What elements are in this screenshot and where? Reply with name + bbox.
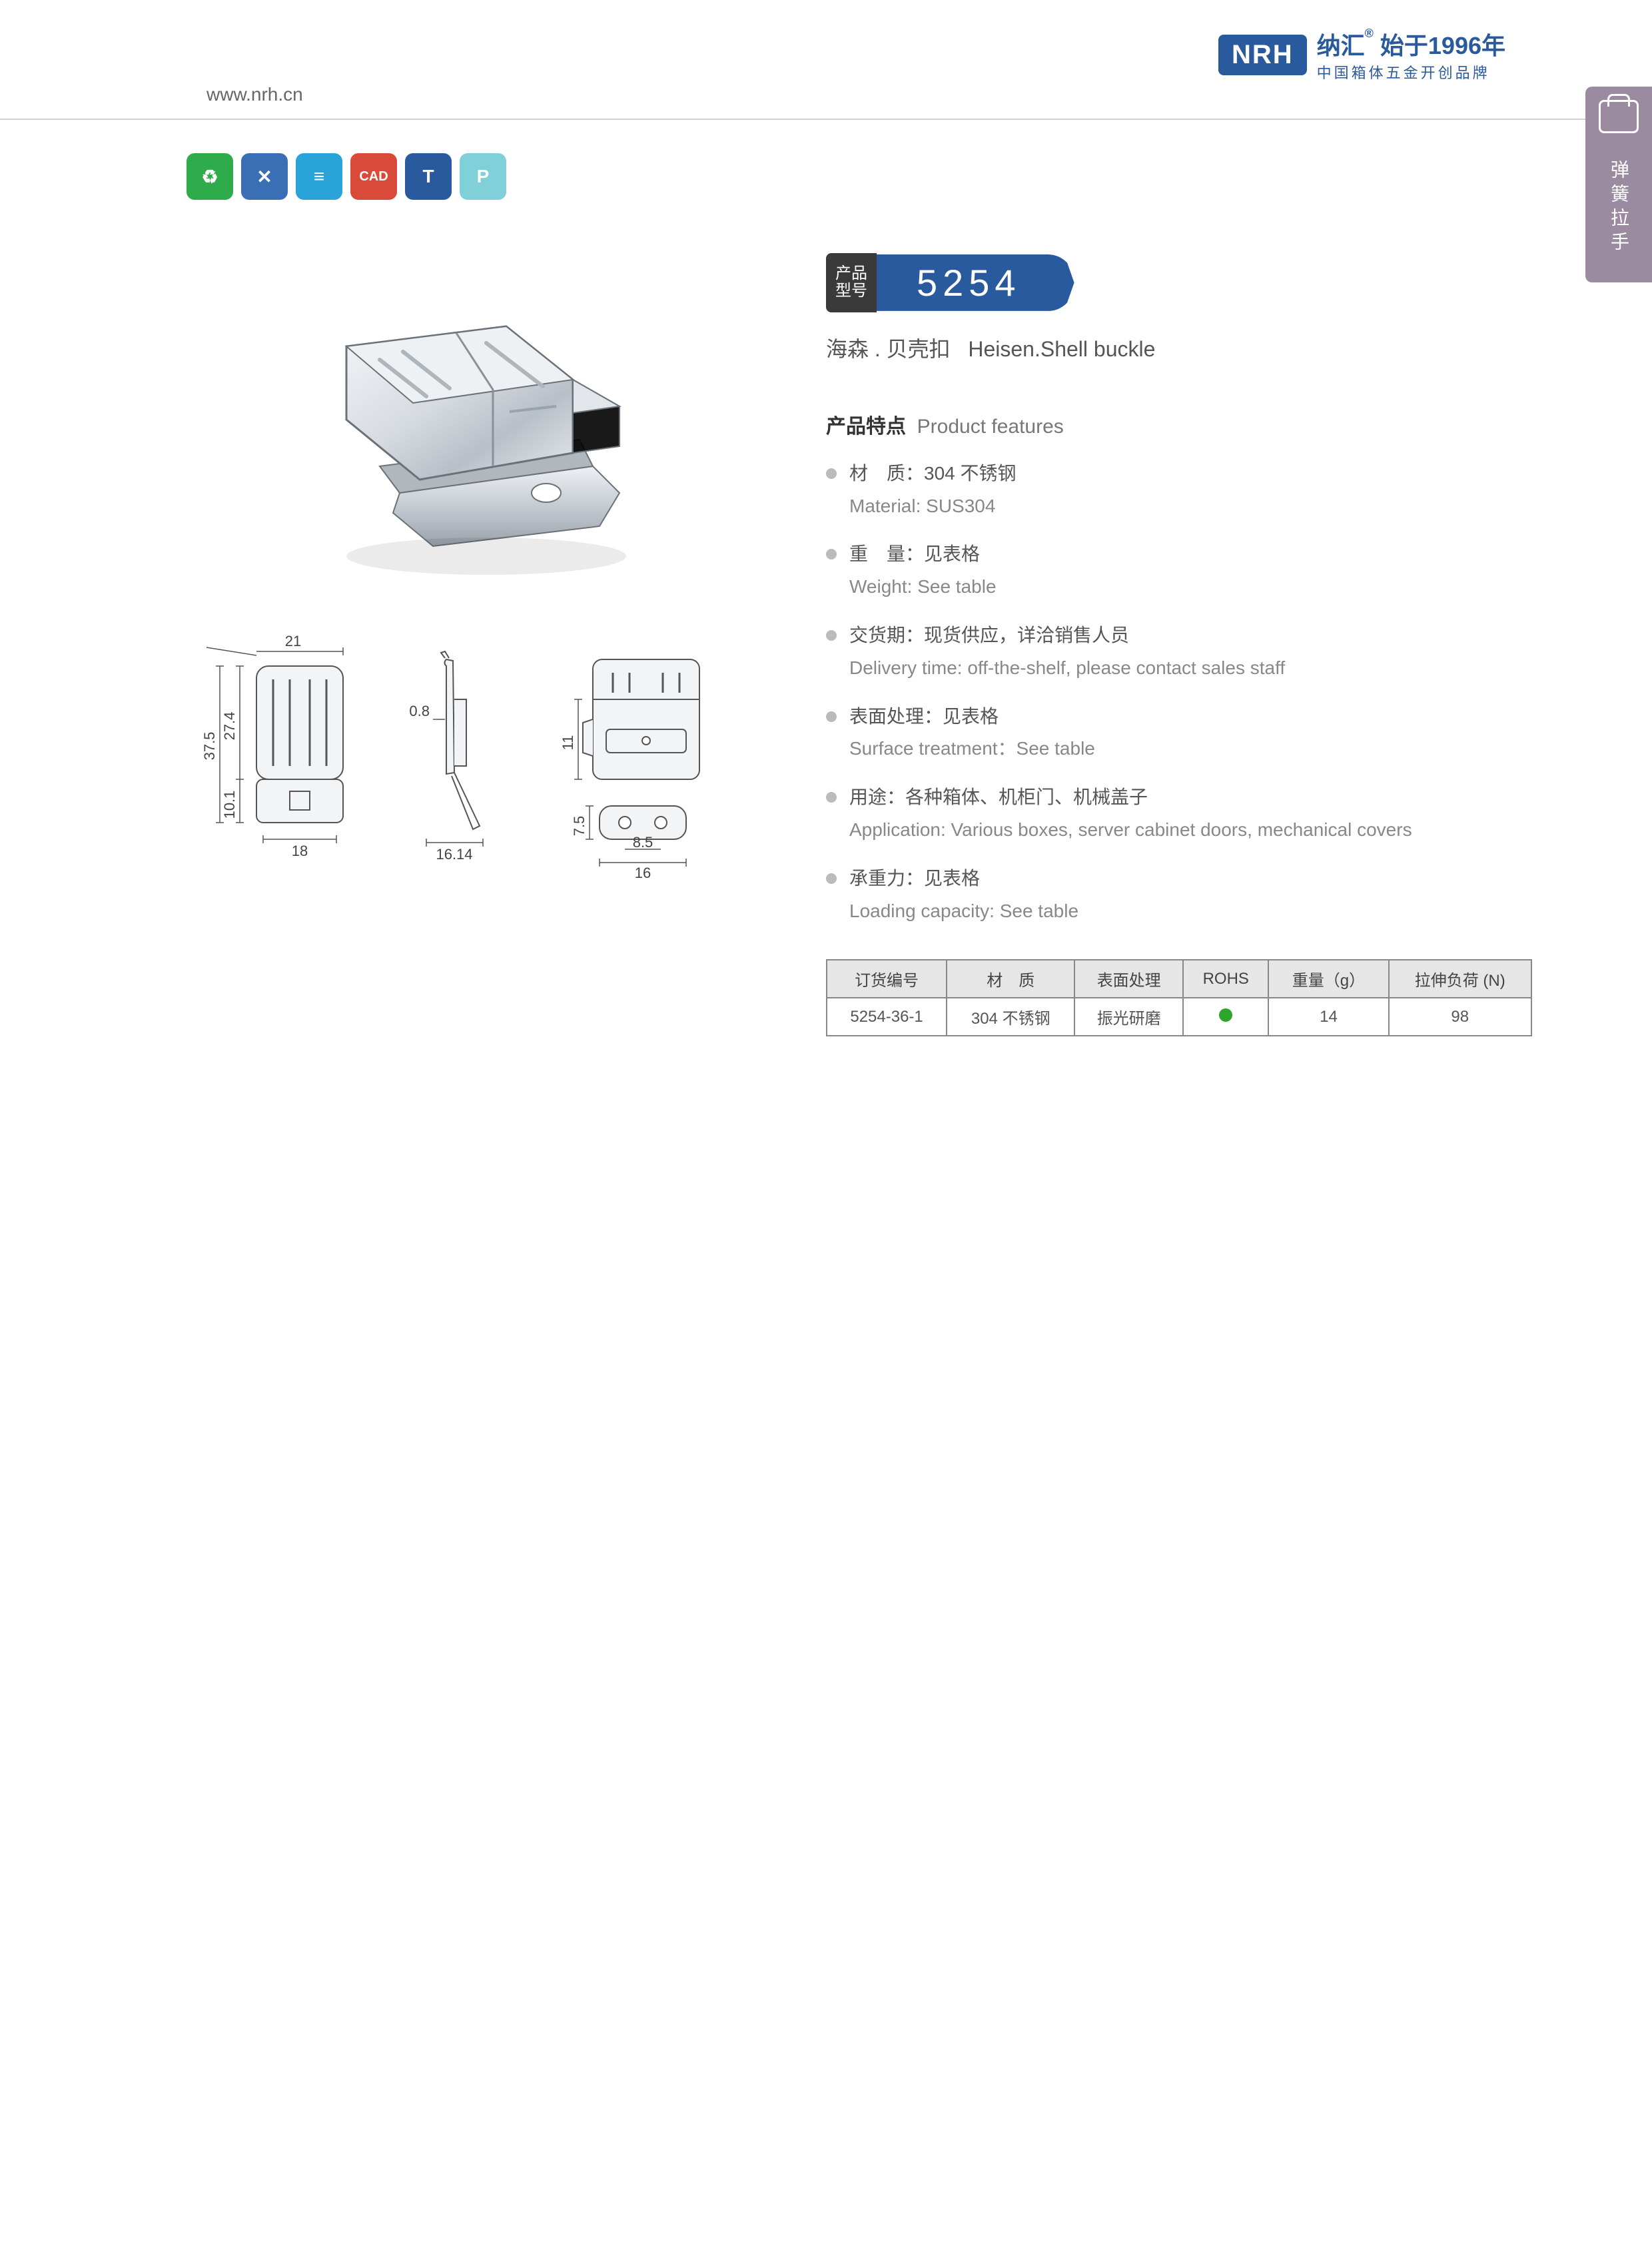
dim-top-height: 11 xyxy=(560,735,576,751)
feature-item: 材 质：304 不锈钢 Material: SUS304 xyxy=(826,459,1532,522)
feature-item: 表面处理：见表格 Surface treatment：See table xyxy=(826,702,1532,765)
model-badge-label: 产品 型号 xyxy=(826,253,877,312)
spec-col-header: 材 质 xyxy=(947,960,1074,998)
brand-tagline: 中国箱体五金开创品牌 xyxy=(1317,61,1505,83)
dim-width-top: 21 xyxy=(285,633,301,649)
model-number: 5254 xyxy=(877,254,1074,311)
dim-depth: 16.14 xyxy=(436,846,472,863)
drawing-side-view: 0.8 16.14 xyxy=(406,619,526,873)
model-badge: 产品 型号 5254 xyxy=(826,253,1532,312)
dim-width-bottom: 18 xyxy=(292,843,308,859)
drawing-front-view: 21 27.4 10.1 37.5 18 xyxy=(206,619,380,873)
brand-name-cn: 纳汇 xyxy=(1317,32,1365,59)
feature-text-cn: 表面处理：见表格 xyxy=(849,706,999,727)
parking-icon: P xyxy=(460,153,506,200)
cad-icon: CAD xyxy=(350,153,397,200)
dim-plate-width: 16 xyxy=(635,865,651,881)
page-header: www.nrh.cn NRH 纳汇® 始于1996年 中国箱体五金开创品牌 xyxy=(0,0,1652,120)
feature-text-cn: 承重力：见表格 xyxy=(849,868,980,889)
spec-col-header: 重量（g） xyxy=(1268,960,1388,998)
spec-cell: 振光研磨 xyxy=(1074,998,1183,1036)
category-icon xyxy=(1599,100,1639,133)
screw-icon: T xyxy=(405,153,452,200)
feature-text-cn: 交货期：现货供应，详洽销售人员 xyxy=(849,625,1129,645)
product-subtitle: 海森 . 贝壳扣 Heisen.Shell buckle xyxy=(826,332,1532,363)
spring-icon: ≡ xyxy=(296,153,342,200)
spec-table: 订货编号材 质表面处理ROHS重量（g）拉伸负荷 (N) 5254-36-130… xyxy=(826,959,1532,1036)
spec-row: 5254-36-1304 不锈钢振光研磨 1498 xyxy=(827,998,1531,1036)
spec-col-header: 拉伸负荷 (N) xyxy=(1389,960,1531,998)
spec-cell: 5254-36-1 xyxy=(827,998,947,1036)
category-label: 弹簧拉手 xyxy=(1605,160,1632,256)
rohs-indicator-icon xyxy=(1219,1008,1232,1022)
feature-item: 交货期：现货供应，详洽销售人员 Delivery time: off-the-sh… xyxy=(826,621,1532,683)
brand-logo: NRH 纳汇® 始于1996年 中国箱体五金开创品牌 xyxy=(1218,27,1505,83)
brand-since: 始于1996年 xyxy=(1380,32,1505,59)
logo-mark: NRH xyxy=(1218,35,1307,75)
category-side-tab: 弹簧拉手 xyxy=(1585,87,1652,282)
spec-cell xyxy=(1183,998,1268,1036)
feature-list: 材 质：304 不锈钢 Material: SUS304 重 量：见表格 Weight… xyxy=(826,459,1532,927)
feature-text-en: Application: Various boxes, server cabin… xyxy=(849,815,1532,845)
spec-cell: 14 xyxy=(1268,998,1388,1036)
drawing-top-plate: 11 7.5 8.5 16 xyxy=(553,619,726,873)
spec-col-header: 订货编号 xyxy=(827,960,947,998)
technical-drawings: 21 27.4 10.1 37.5 18 xyxy=(187,619,773,873)
left-column: 21 27.4 10.1 37.5 18 xyxy=(187,253,773,1036)
spec-cell: 98 xyxy=(1389,998,1531,1036)
feature-text-en: Delivery time: off-the-shelf, please con… xyxy=(849,653,1532,683)
feature-text-cn: 重 量：见表格 xyxy=(849,544,980,564)
spec-col-header: ROHS xyxy=(1183,960,1268,998)
spec-cell: 304 不锈钢 xyxy=(947,998,1074,1036)
spec-col-header: 表面处理 xyxy=(1074,960,1183,998)
feature-text-cn: 用途：各种箱体、机柜门、机械盖子 xyxy=(849,787,1148,807)
feature-icon-row: ♻ ✕ ≡ CAD T P xyxy=(187,153,506,200)
dim-thickness: 0.8 xyxy=(409,703,430,719)
main-content: 21 27.4 10.1 37.5 18 xyxy=(187,253,1532,1036)
feature-text-en: Loading capacity: See table xyxy=(849,897,1532,927)
dim-height-total: 37.5 xyxy=(201,732,218,761)
feature-item: 重 量：见表格 Weight: See table xyxy=(826,540,1532,602)
tools-icon: ✕ xyxy=(241,153,288,200)
feature-item: 承重力：见表格 Loading capacity: See table xyxy=(826,864,1532,927)
feature-item: 用途：各种箱体、机柜门、机械盖子 Application: Various box… xyxy=(826,783,1532,845)
dim-plate-height: 7.5 xyxy=(571,816,588,837)
spec-table-header-row: 订货编号材 质表面处理ROHS重量（g）拉伸负荷 (N) xyxy=(827,960,1531,998)
features-heading: 产品特点 Product features xyxy=(826,410,1532,439)
feature-text-en: Material: SUS304 xyxy=(849,492,1532,522)
feature-text-cn: 材 质：304 不锈钢 xyxy=(849,463,1017,484)
dim-hole-pitch: 8.5 xyxy=(633,834,653,851)
product-3d-render xyxy=(280,280,679,579)
dim-height-upper: 27.4 xyxy=(221,712,238,741)
eco-icon: ♻ xyxy=(187,153,233,200)
website-url: www.nrh.cn xyxy=(206,84,303,105)
logo-text: 纳汇® 始于1996年 中国箱体五金开创品牌 xyxy=(1317,27,1505,83)
feature-text-en: Surface treatment：See table xyxy=(849,734,1532,764)
dim-height-lower: 10.1 xyxy=(221,791,238,819)
right-column: 产品 型号 5254 海森 . 贝壳扣 Heisen.Shell buckle … xyxy=(826,253,1532,1036)
feature-text-en: Weight: See table xyxy=(849,572,1532,602)
